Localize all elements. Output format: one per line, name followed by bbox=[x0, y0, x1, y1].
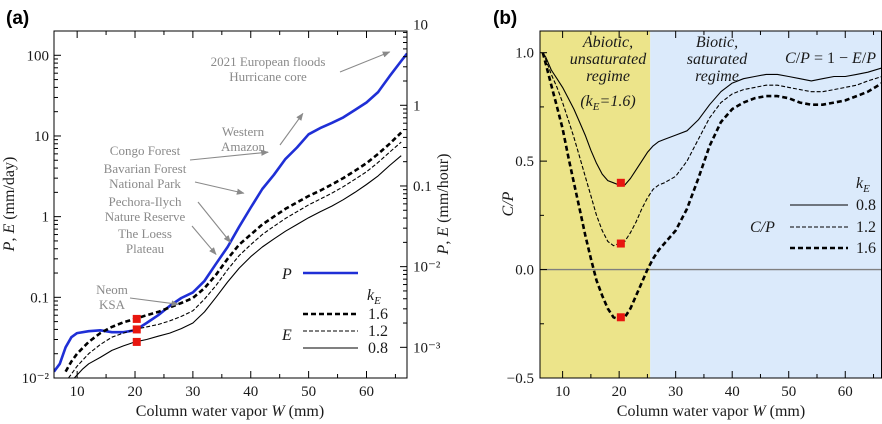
panel-a-annotation-arrow bbox=[191, 225, 217, 256]
panel-b-series bbox=[541, 52, 882, 321]
panel-b-y-tick-label: 0.0 bbox=[515, 263, 534, 279]
panel-a-axes: 10 20 30 40 50 60 10⁻² 0.1 1 10 100 10⁻³ 10⁻² 0.1 1 10 bbox=[22, 18, 441, 400]
panel-a-annotation-3: Congo Forest bbox=[110, 143, 181, 158]
panel-b-marker-2 bbox=[616, 239, 625, 248]
panel-a-annotation-6: The Loess Plateau bbox=[118, 226, 172, 256]
panel-b-series-0-8 bbox=[542, 52, 882, 186]
panel-a-legend-item-label: 1.6 bbox=[368, 306, 388, 323]
panel-a-x-tick-label: 60 bbox=[359, 384, 374, 400]
panel-a-right-y-tick-label: 10⁻² bbox=[413, 260, 441, 276]
panel-a-x-axis-label: Column water vapor W (mm) bbox=[136, 403, 324, 420]
panel-a-right-y-tick-label: 1 bbox=[413, 98, 421, 114]
panel-a-annotations: 2021 European floods Hurricane core Wester… bbox=[96, 51, 391, 312]
panel-a-right-y-axis-label: P, E (mm/hour) bbox=[435, 154, 452, 256]
panel-a-series-p bbox=[54, 52, 407, 373]
panel-a-y-axis-label: P, E (mm/day) bbox=[1, 157, 18, 253]
panel-a-series-e-0-8 bbox=[73, 155, 402, 378]
panel-b-x-axis-label: Column water vapor W (mm) bbox=[617, 403, 805, 420]
panel-a-annotation-5: Pechora-Ilych Nature Reserve bbox=[105, 194, 186, 224]
panel-a-x-tick-label: 30 bbox=[185, 384, 200, 400]
panel-a-right-y-tick-label: 10 bbox=[413, 18, 428, 34]
panel-a-markers bbox=[132, 314, 141, 346]
panel-a-series bbox=[54, 52, 407, 378]
panel-a-y-tick-label: 10 bbox=[34, 129, 49, 145]
panel-a-annotation-1: 2021 European floods Hurricane core bbox=[211, 54, 326, 84]
panel-b-annotations: Abiotic, unsaturated regime Biotic, saturate… bbox=[570, 34, 876, 113]
panel-a-right-y-tick-label: 10⁻³ bbox=[413, 340, 441, 356]
panel-a-annotation-arrow bbox=[189, 149, 269, 161]
panel-b-x-tick-label: 60 bbox=[838, 384, 853, 400]
panel-b-axes: 10 20 30 40 50 60 −0.5 0.0 0.5 1.0 bbox=[507, 30, 882, 400]
panel-a-letter: (a) bbox=[6, 8, 29, 29]
panel-a-annotation-arrow bbox=[339, 51, 391, 73]
panel-b-legend-item-label: 1.2 bbox=[856, 219, 876, 236]
panel-b-x-tick-label: 40 bbox=[725, 384, 740, 400]
panel-a-y-tick-label: 10⁻² bbox=[22, 371, 50, 387]
cp-formula: C/P = 1 − E/P bbox=[785, 50, 876, 67]
panel-a-right-y-tick-label: 0.1 bbox=[413, 179, 432, 195]
panel-a-y-tick-label: 100 bbox=[27, 48, 50, 64]
panel-b-legend: kE C/P 0.8 1.2 1.6 bbox=[750, 175, 876, 257]
panel-b-legend-ke-title: kE bbox=[856, 175, 870, 195]
panel-a-legend-e-label: E bbox=[281, 327, 292, 344]
panel-a-annotation-arrow bbox=[194, 181, 245, 195]
panel-b-x-tick-label: 50 bbox=[781, 384, 796, 400]
panel-b-y-tick-label: −0.5 bbox=[507, 371, 534, 387]
panel-a-y-tick-label: 1 bbox=[42, 210, 50, 226]
panel-a-legend-ke-title: kE bbox=[367, 287, 381, 307]
panel-a-y-tick-label: 0.1 bbox=[30, 290, 49, 306]
panel-a-annotation-7: Neom KSA bbox=[96, 282, 128, 312]
panel-b-y-tick-label: 1.0 bbox=[515, 46, 534, 62]
panel-a-frame bbox=[53, 30, 408, 379]
panel-a-legend-item-label: 1.2 bbox=[368, 323, 388, 340]
panel-b-x-tick-label: 30 bbox=[668, 384, 683, 400]
panel-a-legend: PkE E 1.61.20.8 bbox=[281, 266, 388, 357]
panel-a-x-tick-label: 50 bbox=[301, 384, 316, 400]
panel-b: (b) Abiotic, unsaturated regime Biotic, satu… bbox=[493, 8, 882, 420]
panel-b-markers bbox=[616, 178, 625, 322]
regime-ke-note: (kE=1.6) bbox=[580, 93, 635, 113]
panel-a-x-tick-label: 40 bbox=[243, 384, 258, 400]
panel-a: (a) 2021 European floods Hurricane core We… bbox=[1, 8, 452, 420]
panel-a-annotation-2: Western Amazon bbox=[221, 124, 266, 154]
panel-a-annotation-4: Bavarian Forest National Park bbox=[104, 161, 187, 191]
panel-a-annotation-arrow bbox=[129, 297, 180, 307]
panel-a-series-e-1-2 bbox=[68, 141, 402, 378]
abiotic-region bbox=[540, 31, 651, 378]
panel-a-annotation-arrow bbox=[197, 201, 231, 243]
abiotic-regime-label: Abiotic, unsaturated regime bbox=[570, 34, 647, 85]
panel-a-annotation-arrow bbox=[279, 112, 304, 146]
panel-b-x-tick-label: 10 bbox=[555, 384, 570, 400]
panel-a-marker-1 bbox=[132, 314, 141, 323]
panel-b-x-tick-label: 20 bbox=[612, 384, 627, 400]
panel-a-legend-p-label: P bbox=[281, 266, 292, 283]
panel-a-marker-3 bbox=[132, 337, 141, 346]
panel-b-marker-1 bbox=[616, 178, 625, 187]
panel-a-legend-item-label: 0.8 bbox=[368, 340, 388, 357]
panel-a-series-e-1-6 bbox=[64, 131, 403, 373]
panel-b-letter: (b) bbox=[493, 8, 517, 29]
biotic-regime-label: Biotic, saturated regime bbox=[687, 34, 748, 85]
panel-b-legend-item-label: 0.8 bbox=[856, 197, 876, 214]
panel-a-x-tick-label: 10 bbox=[70, 384, 85, 400]
panel-a-x-tick-label: 20 bbox=[128, 384, 143, 400]
panel-a-marker-2 bbox=[132, 325, 141, 334]
panel-b-series-1-2 bbox=[542, 52, 882, 247]
panel-b-marker-3 bbox=[616, 313, 625, 322]
panel-b-legend-cp-label: C/P bbox=[750, 219, 775, 236]
panel-b-series-1-6 bbox=[541, 52, 882, 321]
panel-b-y-tick-label: 0.5 bbox=[515, 154, 534, 170]
panel-b-legend-item-label: 1.6 bbox=[856, 240, 876, 257]
panel-b-y-axis-label: C/P bbox=[500, 191, 517, 216]
